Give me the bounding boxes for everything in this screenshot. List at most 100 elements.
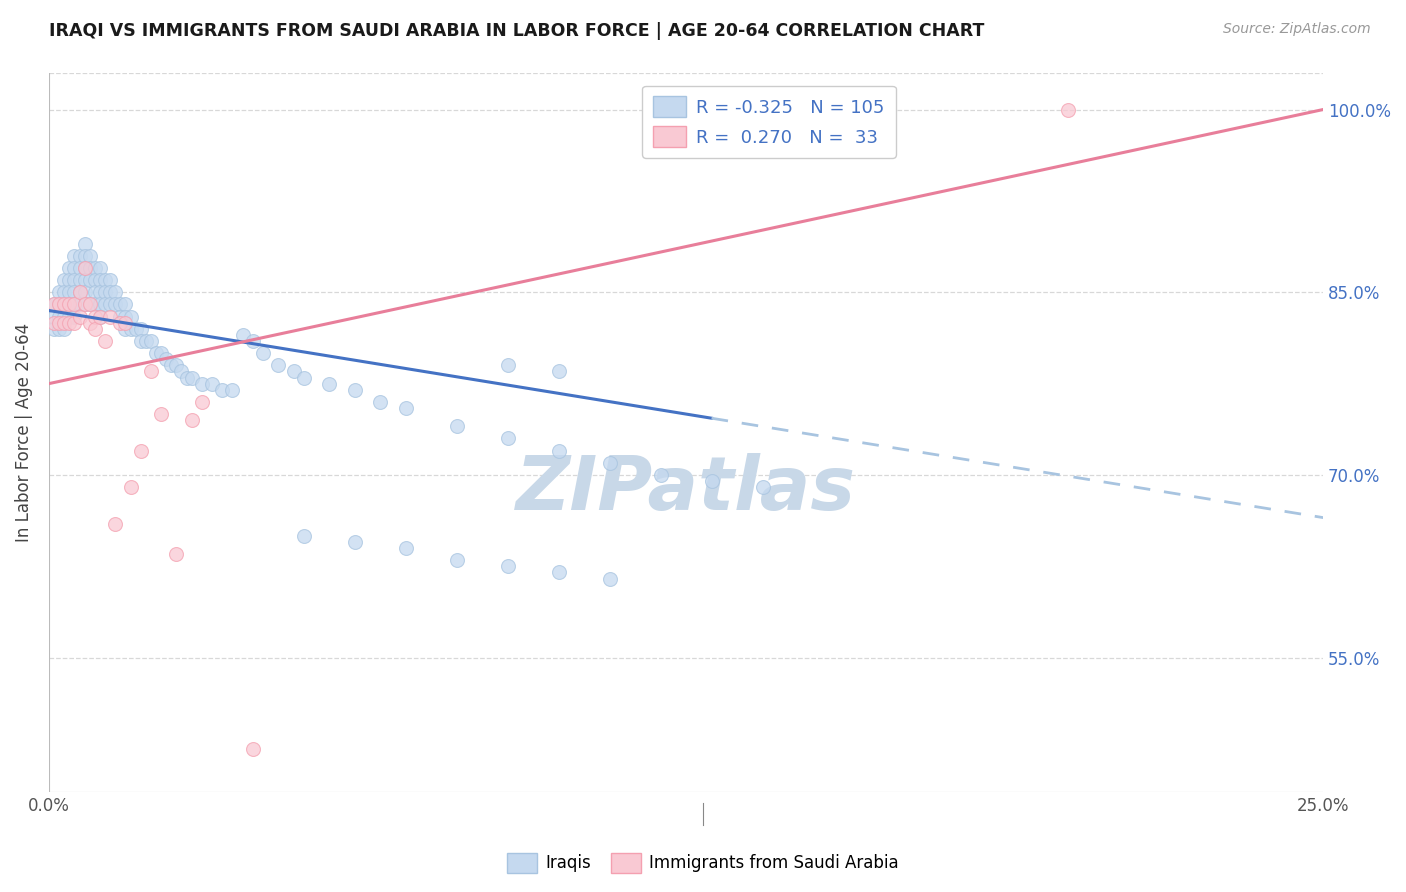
Point	[180, 370, 202, 384]
Point	[53, 273, 76, 287]
Point	[135, 334, 157, 348]
Point	[63, 297, 86, 311]
Point	[150, 407, 173, 421]
Point	[155, 352, 177, 367]
Point	[114, 297, 136, 311]
Point	[83, 285, 105, 300]
Point	[496, 432, 519, 446]
Point	[120, 322, 142, 336]
Point	[42, 322, 65, 336]
Point	[79, 273, 101, 287]
Point	[42, 297, 65, 311]
Point	[89, 310, 111, 324]
Point	[211, 383, 233, 397]
Point	[599, 456, 621, 470]
Point	[73, 297, 96, 311]
Point	[69, 285, 91, 300]
Point	[150, 346, 173, 360]
Point	[69, 310, 91, 324]
Point	[242, 742, 264, 756]
Point	[94, 297, 117, 311]
Point	[58, 297, 80, 311]
Point	[599, 572, 621, 586]
Point	[139, 364, 162, 378]
Point	[368, 395, 391, 409]
Point	[283, 364, 305, 378]
Point	[69, 297, 91, 311]
Point	[751, 480, 773, 494]
Point	[191, 395, 214, 409]
Point	[53, 322, 76, 336]
Point	[242, 334, 264, 348]
Point	[94, 334, 117, 348]
Point	[58, 316, 80, 330]
Point	[165, 359, 187, 373]
Point	[145, 346, 167, 360]
Point	[42, 297, 65, 311]
Point	[160, 359, 183, 373]
Point	[63, 310, 86, 324]
Point	[73, 260, 96, 275]
Point	[124, 322, 146, 336]
Point	[98, 285, 121, 300]
Point	[700, 474, 723, 488]
Point	[98, 297, 121, 311]
Point	[129, 443, 152, 458]
Point	[120, 310, 142, 324]
Point	[395, 541, 418, 555]
Point	[79, 260, 101, 275]
Y-axis label: In Labor Force | Age 20-64: In Labor Force | Age 20-64	[15, 323, 32, 542]
Point	[129, 334, 152, 348]
Point	[104, 516, 127, 531]
Point	[48, 297, 70, 311]
Point	[58, 297, 80, 311]
Point	[446, 419, 468, 434]
Point	[98, 310, 121, 324]
Point	[53, 297, 76, 311]
Point	[343, 383, 366, 397]
Point	[180, 413, 202, 427]
Point	[73, 249, 96, 263]
Point	[48, 316, 70, 330]
Point	[104, 297, 127, 311]
Point	[58, 260, 80, 275]
Point	[110, 310, 132, 324]
Point	[63, 273, 86, 287]
Point	[191, 376, 214, 391]
Point	[73, 260, 96, 275]
Point	[89, 310, 111, 324]
Point	[73, 236, 96, 251]
Point	[496, 559, 519, 574]
Point	[114, 316, 136, 330]
Point	[79, 297, 101, 311]
Point	[42, 316, 65, 330]
Point	[79, 297, 101, 311]
Point	[232, 327, 254, 342]
Point	[292, 370, 315, 384]
Point	[48, 322, 70, 336]
Point	[129, 322, 152, 336]
Point	[58, 310, 80, 324]
Legend: R = -0.325   N = 105, R =  0.270   N =  33: R = -0.325 N = 105, R = 0.270 N = 33	[643, 86, 896, 158]
Point	[53, 310, 76, 324]
Point	[63, 260, 86, 275]
Point	[221, 383, 243, 397]
Point	[69, 260, 91, 275]
Point	[53, 285, 76, 300]
Point	[170, 364, 193, 378]
Point	[73, 285, 96, 300]
Point	[53, 316, 76, 330]
Point	[58, 285, 80, 300]
Point	[395, 401, 418, 415]
Legend: Iraqis, Immigrants from Saudi Arabia: Iraqis, Immigrants from Saudi Arabia	[501, 847, 905, 880]
Text: IRAQI VS IMMIGRANTS FROM SAUDI ARABIA IN LABOR FORCE | AGE 20-64 CORRELATION CHA: IRAQI VS IMMIGRANTS FROM SAUDI ARABIA IN…	[49, 22, 984, 40]
Point	[89, 260, 111, 275]
Point	[79, 316, 101, 330]
Point	[292, 529, 315, 543]
Point	[343, 535, 366, 549]
Point	[201, 376, 224, 391]
Point	[89, 297, 111, 311]
Point	[63, 297, 86, 311]
Point	[114, 310, 136, 324]
Point	[547, 364, 569, 378]
